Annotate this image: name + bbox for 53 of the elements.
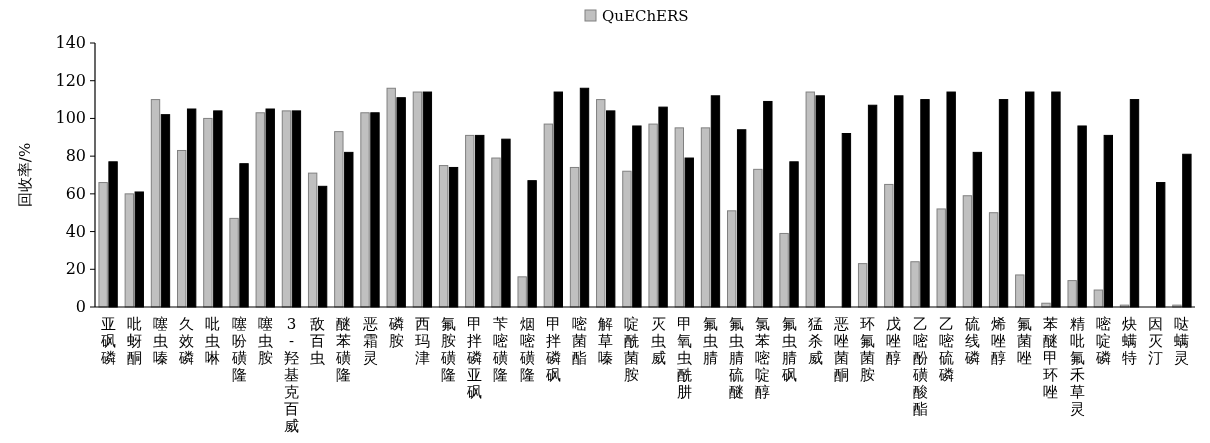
x-tick-label: 精吡氟禾草灵: [1069, 315, 1085, 418]
x-tick-label: 吡蚜酮: [126, 315, 142, 367]
x-tick-label: 甲拌磷砜: [544, 315, 561, 384]
x-tick-label: 噻虫胺: [257, 315, 273, 367]
legend: QuEChERS: [584, 7, 689, 25]
x-tick-label: 吡虫啉: [205, 315, 221, 367]
x-tick-label: 氟虫腈: [702, 315, 718, 367]
x-tick-label: 噻虫嗪: [152, 315, 168, 367]
x-tick-label: 氟虫腈砜: [780, 315, 797, 384]
x-tick-label: 西玛津: [414, 315, 430, 367]
x-tick-label: 解草嗪: [598, 315, 614, 367]
y-tick-label: 60: [65, 183, 86, 203]
x-tick-label: 氯苯嘧啶醇: [755, 315, 771, 401]
x-tick-label: 乙嘧硫磷: [937, 315, 954, 384]
x-tick-label: 醚苯磺隆: [335, 315, 352, 384]
y-tick-label: 80: [65, 146, 86, 166]
x-tick-label: 氟胺磺隆: [440, 315, 457, 384]
x-tick-label: 久效磷: [178, 315, 195, 367]
x-tick-label: 戊唑醇: [886, 315, 902, 367]
x-tick-label: 磷胺: [387, 315, 404, 350]
x-tick-label: 恶唑菌酮: [832, 315, 849, 384]
x-tick-label: 灭虫威: [650, 315, 666, 367]
x-tick-label: 亚砜磷: [99, 315, 116, 367]
x-tick-label: 噻吩磺隆: [230, 315, 247, 384]
x-tick-label: 敌百虫: [310, 315, 326, 367]
x-tick-label: 嘧菌酯: [572, 315, 588, 367]
y-tick-label: 120: [55, 70, 86, 90]
x-tick-label: 嘧啶磷: [1094, 315, 1111, 367]
x-tick-label: 因灭汀: [1148, 315, 1164, 367]
x-tick-label: 炔螨特: [1122, 315, 1138, 367]
y-tick-label: 20: [65, 259, 86, 279]
x-tick-label: 3-羟基克百威: [283, 315, 299, 435]
y-tick-label: 0: [75, 297, 86, 316]
x-tick-label: 烯唑醇: [991, 315, 1007, 367]
x-tick-label: 猛杀威: [807, 315, 823, 367]
x-tick-label: 苄嘧磺隆: [492, 315, 509, 384]
x-tick-label: 甲氧虫酰肼: [676, 315, 692, 401]
x-tick-label: 恶霜灵: [361, 315, 378, 367]
x-tick-label: 甲拌磷亚砜: [466, 315, 483, 401]
y-tick-label: 100: [55, 108, 86, 128]
y-tick-label: 40: [65, 221, 86, 241]
y-tick-label: 140: [55, 33, 86, 52]
legend-label: QuEChERS: [602, 7, 689, 25]
x-tick-label: 氟菌唑: [1017, 315, 1033, 367]
x-tick-label: 啶酰菌胺: [624, 315, 640, 384]
x-tick-label: 环氟菌胺: [860, 315, 876, 384]
x-tick-label: 硫线磷: [963, 315, 980, 367]
y-axis-title: 回收率/%: [16, 142, 34, 208]
x-tick-label: 哒螨灵: [1174, 315, 1190, 367]
x-tick-label: 烟嘧磺隆: [518, 315, 535, 384]
x-tick-label: 乙嘧酚磺酸酯: [911, 315, 928, 418]
x-tick-label: 氟虫腈硫醚: [729, 315, 745, 401]
x-tick-label: 苯醚甲环唑: [1043, 315, 1059, 401]
